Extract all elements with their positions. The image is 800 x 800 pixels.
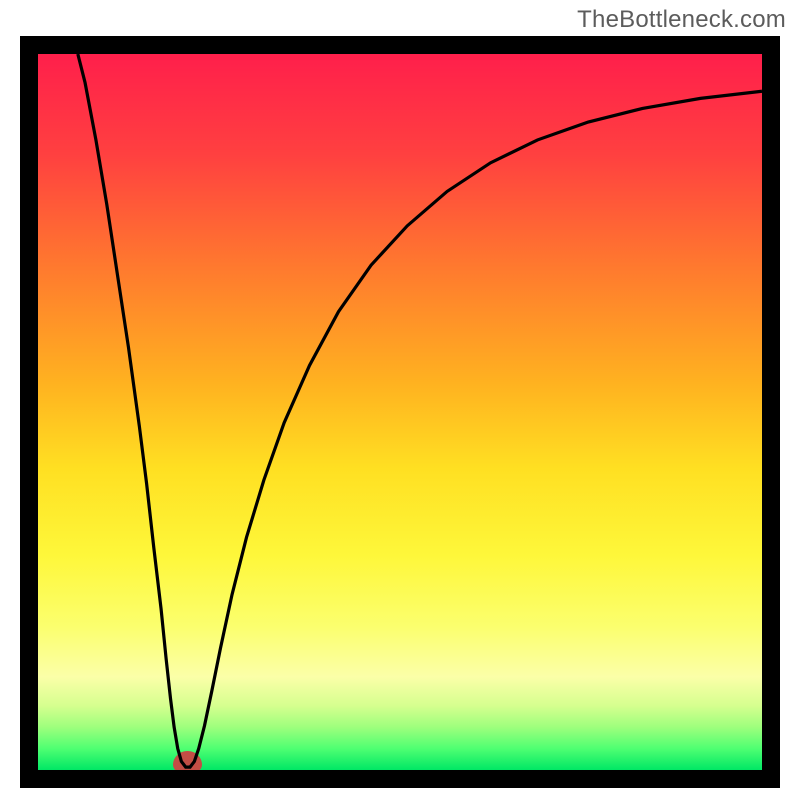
watermark-text: TheBottleneck.com xyxy=(577,6,786,34)
curve-path xyxy=(78,54,762,767)
plot-area xyxy=(38,54,762,770)
chart-container: TheBottleneck.com xyxy=(0,0,800,800)
bottleneck-curve xyxy=(38,54,762,770)
plot-frame xyxy=(20,36,780,788)
